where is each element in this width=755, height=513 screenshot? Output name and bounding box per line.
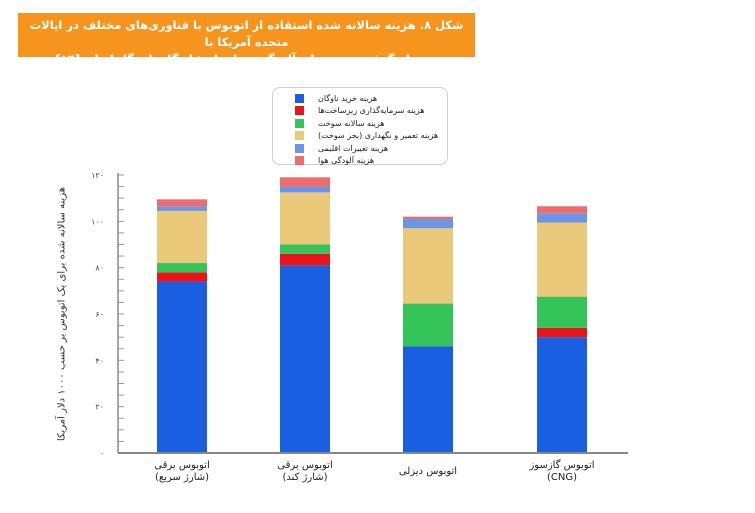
bar-segment: [157, 199, 207, 207]
legend-swatch: [295, 106, 304, 116]
y-tick-label: ۸۰: [95, 264, 104, 273]
bar-segment: [537, 206, 587, 214]
legend-item: هزینه تغییرات اقلیمی: [273, 142, 447, 155]
bar-segment: [280, 177, 330, 187]
y-tick-label: ۱۰۰: [91, 217, 104, 226]
y-tick-label: ۴۰: [95, 356, 104, 365]
bar-segment: [403, 346, 453, 453]
x-category-label: اتوبوس دیزلی: [368, 466, 488, 478]
bar-segment: [280, 244, 330, 254]
bar-segment: [280, 253, 330, 266]
bar-segment: [280, 265, 330, 453]
category-line2: (CNG): [546, 472, 577, 483]
bar-segment: [537, 222, 587, 297]
bar-segment: [537, 337, 587, 453]
bar-segment: [280, 192, 330, 245]
bar-segment: [157, 263, 207, 273]
category-line2: (شارژ سریع): [154, 472, 210, 483]
legend-item: هزینه آلودگی هوا: [273, 155, 447, 168]
legend-label: هزینه تعمیر و نگهداری (بجز سوخت): [318, 131, 439, 141]
bar-segment: [280, 186, 330, 193]
category-line2: (شارژ کند): [282, 472, 328, 483]
category-line1: اتوبوس گازسوز: [529, 460, 595, 471]
x-category-label: اتوبوس برقی (شارژ کند): [245, 460, 365, 484]
legend-swatch: [295, 143, 304, 153]
bar-segment: [157, 206, 207, 211]
legend-item: هزینه خرید ناوگان: [273, 92, 447, 105]
legend-label: هزینه آلودگی هوا: [318, 156, 375, 166]
legend-swatch: [295, 118, 304, 128]
x-category-label: اتوبوس گازسوز (CNG): [502, 460, 622, 484]
bar-segment: [537, 213, 587, 223]
bar-segment: [403, 228, 453, 304]
legend-label: هزینه سرمایه‌گذاری زیرساخت‌ها: [318, 106, 425, 116]
category-line1: اتوبوس برقی: [154, 460, 210, 471]
legend-item: هزینه سالانه سوخت: [273, 117, 447, 130]
bar-segment: [403, 216, 453, 220]
legend-item: هزینه سرمایه‌گذاری زیرساخت‌ها: [273, 105, 447, 118]
figure-title-banner: شکل ۸. هزینه سالانه شده استفاده از اتوبو…: [18, 13, 475, 66]
category-line1: اتوبوس برقی: [277, 460, 333, 471]
bar-segment: [157, 210, 207, 264]
y-tick-label: ۰: [100, 449, 104, 458]
legend-swatch: [295, 156, 304, 166]
legend-item: هزینه تعمیر و نگهداری (بجز سوخت): [273, 130, 447, 143]
bar-segment: [537, 327, 587, 338]
legend-label: هزینه سالانه سوخت: [318, 118, 385, 128]
y-tick-label: ۱۲۰: [91, 171, 104, 180]
chart-legend: هزینه خرید ناوگان هزینه سرمایه‌گذاری زیر…: [272, 87, 448, 168]
legend-label: هزینه تغییرات اقلیمی: [318, 143, 389, 153]
category-line1: اتوبوس دیزلی: [398, 466, 458, 477]
bar-segment: [537, 296, 587, 328]
legend-swatch: [295, 93, 304, 103]
bar-segment: [157, 272, 207, 282]
figure-title-line1: شکل ۸. هزینه سالانه شده استفاده از اتوبو…: [29, 18, 464, 49]
figure-title-line2: در نظر گرفتن هزینه‌های آلودگی هوا و انتش…: [55, 52, 438, 66]
legend-label: هزینه خرید ناوگان: [318, 93, 378, 103]
bar-segment: [403, 303, 453, 347]
x-category-label: اتوبوس برقی (شارژ سریع): [122, 460, 242, 484]
y-tick-label: ۶۰: [95, 310, 104, 319]
bar-segment: [157, 281, 207, 453]
bar-segment: [403, 219, 453, 229]
legend-swatch: [295, 131, 304, 141]
y-tick-label: ۲۰: [95, 403, 104, 412]
